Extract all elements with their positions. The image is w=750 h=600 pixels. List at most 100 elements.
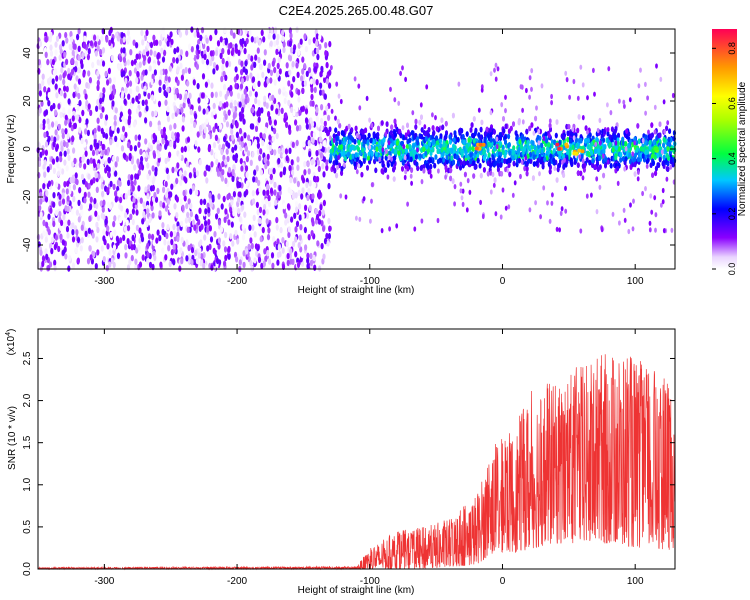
spectrogram-cell xyxy=(125,155,129,162)
spectrogram-cell xyxy=(102,131,106,139)
spectrogram-cell xyxy=(67,73,71,80)
spectrogram-cell xyxy=(250,55,254,62)
spectrogram-cell xyxy=(200,223,204,230)
spectrogram-cell xyxy=(504,123,508,130)
spectrogram-cell xyxy=(420,114,423,120)
spectrogram-cell xyxy=(301,187,305,194)
spectrogram-cell xyxy=(236,28,240,35)
spectrogram-cell xyxy=(410,130,414,136)
spectrogram-cell xyxy=(101,143,105,151)
spectrogram-cell xyxy=(229,42,233,49)
spectrogram-cell xyxy=(104,119,108,126)
spectrogram-cell xyxy=(59,224,63,231)
spectrogram-cell xyxy=(47,87,51,94)
spectrogram-cell xyxy=(155,39,159,46)
spectrogram-cell xyxy=(189,202,193,210)
spectrogram-cell xyxy=(75,209,79,216)
spectrogram-cell xyxy=(144,69,148,76)
spectrogram-cell xyxy=(296,71,300,79)
spectrogram-cell xyxy=(256,73,260,80)
spectrogram-cell xyxy=(288,40,292,48)
spectrogram-cell xyxy=(291,169,295,177)
spectrogram-cell xyxy=(176,67,180,74)
spectrogram-cell xyxy=(188,172,192,179)
spectrogram-cell xyxy=(281,35,285,42)
spectrogram-cell xyxy=(212,68,216,75)
spectrogram-cell xyxy=(137,134,141,141)
spectrogram-cell xyxy=(229,77,233,84)
spectrogram-cell xyxy=(191,52,195,59)
spectrogram-cell xyxy=(67,98,71,105)
spectrogram-cell xyxy=(98,103,102,110)
spectrogram-cell xyxy=(323,76,327,84)
spectrogram-cell xyxy=(209,236,214,243)
spectrogram-cell xyxy=(110,257,114,264)
spectrogram-cell xyxy=(285,121,289,128)
spectrogram-cell xyxy=(86,158,90,165)
spectrogram-cell xyxy=(139,148,143,155)
spectrogram-cell xyxy=(240,60,244,67)
spectrogram-cell xyxy=(313,86,317,94)
spectrogram-cell xyxy=(153,212,158,219)
spectrogram-cell xyxy=(283,97,287,105)
spectrogram-cell xyxy=(313,66,317,73)
spectrogram-cell xyxy=(237,196,241,203)
spectrogram-cell xyxy=(229,29,234,36)
spectrogram-cell xyxy=(58,210,62,218)
spectrogram-cell xyxy=(523,165,527,172)
spectrogram-cell xyxy=(66,180,70,187)
spectrogram-cell xyxy=(235,256,239,263)
spectrogram-cell xyxy=(138,111,142,118)
spectrogram-cell xyxy=(231,106,235,113)
spectrogram-cell xyxy=(258,39,262,46)
spectrogram-cell xyxy=(161,138,165,145)
spectrogram-cell xyxy=(206,45,210,53)
spectrogram-cell xyxy=(313,264,317,271)
spectrogram-cell xyxy=(264,126,268,134)
spectrogram-cell xyxy=(234,144,238,151)
spectrogram-cell xyxy=(183,175,187,182)
spectrogram-cell xyxy=(223,102,227,109)
spectrogram-cell xyxy=(168,151,172,158)
spectrogram-cell xyxy=(142,151,146,158)
spectrogram-cell xyxy=(243,191,247,198)
spectrogram-cell xyxy=(328,126,332,133)
spectrogram-cell xyxy=(63,181,67,188)
spectrogram-cell xyxy=(122,36,126,43)
spectrogram-cell xyxy=(225,140,229,147)
spectrogram-cell xyxy=(316,53,320,61)
spectrogram-cell xyxy=(186,211,190,219)
spectrogram-cell xyxy=(195,257,199,265)
spectrogram-cell xyxy=(258,206,263,214)
spectrogram-cell xyxy=(288,27,292,34)
spectrogram-cell xyxy=(225,148,229,155)
spectrogram-cell xyxy=(268,144,272,152)
spectrogram-cell xyxy=(117,64,121,71)
spectrogram-cell xyxy=(191,219,196,226)
spectrogram-cell xyxy=(71,161,75,168)
spectrogram-cell xyxy=(152,62,156,70)
spectrogram-cell xyxy=(225,60,229,68)
spectrogram-cell xyxy=(60,145,64,152)
spectrogram-cell xyxy=(273,181,277,189)
spectrogram-cell xyxy=(269,187,274,194)
spectrogram-cell xyxy=(128,259,132,266)
spectrogram-cell xyxy=(202,262,206,270)
spectrogram-cell xyxy=(281,237,285,244)
spectrogram-cell xyxy=(151,110,155,118)
spectrogram-cell xyxy=(213,231,217,238)
spectrogram-cell xyxy=(79,204,83,211)
spectrogram-cell xyxy=(569,138,572,145)
spectrogram-cell xyxy=(267,258,272,265)
spectrogram-cell xyxy=(195,214,199,222)
spectrogram-cell xyxy=(297,89,301,96)
spectrogram-cell xyxy=(287,80,291,87)
spectrogram-cell xyxy=(281,29,285,36)
spectrogram-cell xyxy=(308,205,312,212)
spectrogram-cell xyxy=(304,108,309,115)
spectrogram-cell xyxy=(205,37,209,44)
spectrogram-cell xyxy=(51,58,56,66)
spectrogram-cell xyxy=(74,66,78,73)
spectrogram-cell xyxy=(258,154,262,162)
spectrogram-cell xyxy=(240,141,244,148)
